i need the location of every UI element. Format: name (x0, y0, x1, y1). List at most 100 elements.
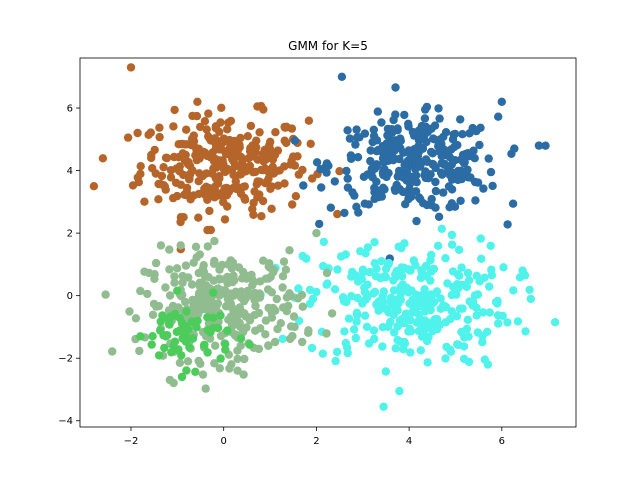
data-point (204, 273, 213, 282)
data-point (220, 184, 229, 193)
data-point (204, 301, 214, 310)
data-point (223, 202, 232, 211)
data-point (479, 184, 488, 193)
data-point (420, 285, 429, 294)
data-point (98, 154, 108, 163)
data-point (243, 132, 252, 141)
data-point (200, 184, 209, 193)
data-point (454, 245, 464, 254)
data-point (151, 258, 161, 268)
data-point (472, 303, 481, 312)
data-point (351, 271, 360, 280)
data-point (421, 155, 431, 164)
data-point (457, 263, 466, 272)
data-point (379, 402, 388, 411)
data-point (108, 347, 117, 356)
data-point (458, 130, 467, 139)
data-point (330, 177, 339, 186)
data-point (226, 312, 235, 321)
data-point (415, 310, 424, 320)
data-point (240, 182, 249, 191)
data-point (393, 335, 402, 345)
data-point (322, 268, 332, 278)
data-point (465, 129, 474, 138)
data-point (412, 155, 421, 164)
data-point (264, 262, 273, 271)
data-point (383, 322, 393, 331)
data-point (267, 288, 276, 297)
data-point (204, 109, 213, 118)
data-point (352, 317, 361, 326)
data-point (255, 128, 264, 137)
data-point (125, 307, 134, 316)
data-point (217, 103, 226, 113)
data-point (414, 193, 424, 202)
data-point (175, 326, 184, 335)
data-point (406, 327, 416, 336)
data-point (228, 278, 237, 287)
data-point (198, 264, 208, 273)
data-point (421, 167, 430, 176)
data-point (412, 216, 421, 226)
data-point (463, 165, 472, 174)
data-point (155, 123, 164, 132)
data-point (198, 370, 208, 379)
y-tick-label: 2 (67, 229, 73, 240)
data-point (472, 311, 481, 320)
data-point (251, 326, 260, 335)
y-tick-label: −4 (58, 416, 73, 427)
data-point (398, 314, 408, 323)
data-point (441, 254, 450, 263)
data-point (343, 174, 352, 183)
data-point (170, 337, 180, 346)
data-point (497, 97, 506, 107)
data-point (363, 170, 372, 179)
data-point (156, 317, 165, 326)
data-point (391, 272, 401, 281)
data-point (209, 313, 218, 323)
data-point (253, 155, 262, 164)
data-point (171, 178, 181, 187)
data-point (203, 195, 212, 204)
data-point (235, 303, 244, 312)
data-point (147, 150, 156, 160)
data-point (215, 364, 224, 373)
data-point (387, 128, 397, 137)
data-point (289, 312, 299, 321)
data-point (227, 264, 237, 273)
data-point (346, 151, 356, 160)
data-point (333, 209, 342, 219)
data-point (435, 320, 444, 330)
data-point (220, 215, 230, 224)
data-point (388, 300, 397, 309)
data-point (187, 280, 197, 289)
data-point (245, 161, 255, 170)
data-point (147, 340, 156, 349)
data-point (427, 250, 436, 260)
data-point (188, 334, 198, 343)
data-point (159, 181, 168, 190)
data-point (240, 193, 249, 203)
data-point (193, 97, 202, 107)
data-point (447, 307, 456, 316)
data-point (395, 184, 404, 194)
data-point (304, 328, 313, 337)
data-point (191, 367, 200, 376)
data-point (184, 325, 193, 334)
data-point (462, 324, 472, 334)
data-point (166, 173, 176, 182)
data-point (202, 169, 211, 178)
y-tick-label: 6 (67, 104, 73, 115)
x-tick-label: 6 (499, 436, 505, 447)
data-point (436, 294, 445, 303)
data-point (381, 264, 391, 273)
data-point (216, 331, 226, 341)
data-point (182, 125, 191, 134)
data-point (507, 149, 516, 158)
data-point (165, 291, 175, 300)
data-point (154, 301, 164, 311)
data-point (279, 257, 289, 266)
data-point (408, 295, 417, 304)
data-point (222, 191, 232, 200)
data-point (447, 168, 456, 177)
